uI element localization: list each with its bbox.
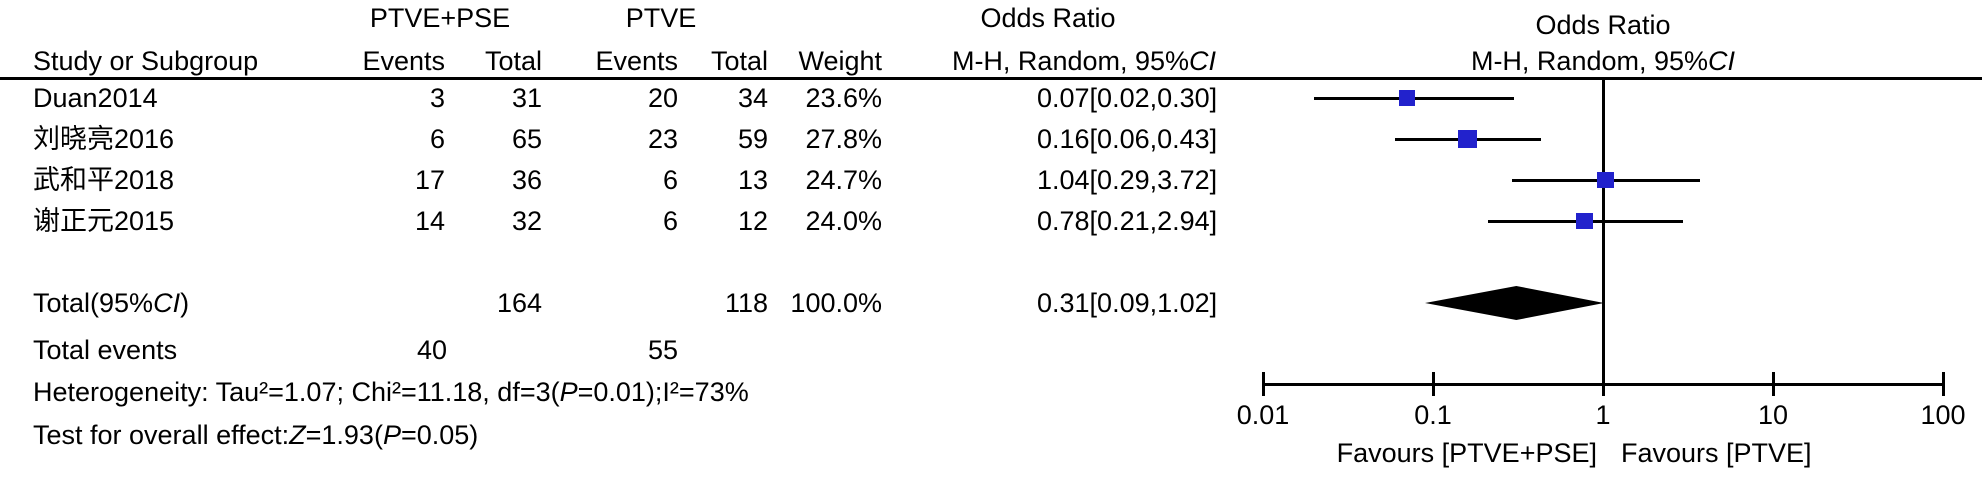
study-weight: 24.0%: [805, 206, 882, 236]
total-row-label: Total(95%CI): [33, 286, 189, 320]
axis-tick-label: 100: [1920, 400, 1966, 430]
study-or-ci: 0.78[0.21,2.94]: [1037, 206, 1218, 236]
study-total2: 59: [737, 124, 768, 154]
heterogeneity-text: Heterogeneity: Tau²=1.07; Chi²=11.18, df…: [33, 375, 749, 409]
axis-tick-label: 0.01: [1236, 400, 1290, 430]
italic-part: CI: [1708, 46, 1736, 76]
study-events1: 6: [429, 124, 445, 154]
text-part: Total(95%: [33, 288, 154, 318]
study-total2: 12: [737, 206, 768, 236]
text-part: M-H, Random, 95%: [951, 46, 1190, 76]
total-row-or: 0.31[0.09,1.02]: [1037, 288, 1218, 318]
text-part: ): [180, 288, 190, 318]
reference-line: [1602, 80, 1605, 386]
study-name: 武和平2018: [33, 165, 175, 195]
study-total1: 65: [511, 124, 542, 154]
study-name: Duan2014: [33, 83, 158, 113]
italic-part: Z: [289, 420, 306, 450]
odds-ratio-title-right: Odds Ratio: [1535, 10, 1671, 40]
total-events-group1: 40: [416, 335, 447, 365]
effect-square: [1458, 129, 1478, 149]
study-events2: 23: [647, 124, 678, 154]
total-row-weight: 100.0%: [790, 288, 882, 318]
axis-tick: [1601, 372, 1605, 396]
study-or-ci: 1.04[0.29,3.72]: [1037, 165, 1218, 195]
axis-tick: [1431, 372, 1435, 396]
favours-left-label: Favours [PTVE+PSE]: [1336, 438, 1597, 468]
study-events2: 6: [662, 206, 678, 236]
effect-square: [1398, 89, 1415, 107]
col-header-events2: Events: [595, 46, 678, 76]
italic-part: CI: [1189, 46, 1217, 76]
study-total2: 34: [737, 83, 768, 113]
axis-tick: [1941, 372, 1945, 396]
group2-header: PTVE: [625, 3, 697, 33]
col-header-total2: Total: [710, 46, 768, 76]
study-weight: 27.8%: [805, 124, 882, 154]
text-part: Test for overall effect:: [33, 420, 290, 450]
study-total2: 13: [737, 165, 768, 195]
favours-right-label: Favours [PTVE]: [1621, 438, 1812, 468]
italic-part: P: [382, 420, 401, 450]
text-part: =0.05): [400, 420, 479, 450]
col-header-study: Study or Subgroup: [33, 46, 259, 76]
study-total1: 32: [511, 206, 542, 236]
study-events2: 6: [662, 165, 678, 195]
study-or-ci: 0.16[0.06,0.43]: [1037, 124, 1218, 154]
text-part: M-H, Random, 95%: [1470, 46, 1709, 76]
study-weight: 23.6%: [805, 83, 882, 113]
col-header-weight: Weight: [798, 46, 882, 76]
study-name: 刘晓亮2016: [33, 124, 175, 154]
total-row-total1: 164: [496, 288, 542, 318]
axis-tick-label: 10: [1757, 400, 1789, 430]
odds-ratio-title-left: Odds Ratio: [980, 3, 1116, 33]
total-events-label: Total events: [33, 335, 178, 365]
col-header-method-right: M-H, Random, 95%CI: [1471, 44, 1735, 78]
study-total1: 31: [511, 83, 542, 113]
study-events1: 3: [429, 83, 445, 113]
italic-part: P: [559, 377, 578, 407]
italic-part: CI: [153, 288, 181, 318]
text-part: =0.01);I²=73%: [577, 377, 749, 407]
col-header-events1: Events: [362, 46, 445, 76]
group1-header: PTVE+PSE: [369, 3, 511, 33]
axis-tick-label: 0.1: [1414, 400, 1452, 430]
header-rule: [0, 77, 1982, 80]
axis-tick-label: 1: [1595, 400, 1611, 430]
study-or-ci: 0.07[0.02,0.30]: [1037, 83, 1218, 113]
total-events-group2: 55: [647, 335, 678, 365]
study-events2: 20: [647, 83, 678, 113]
text-part: =1.93(: [305, 420, 383, 450]
overall-effect-text: Test for overall effect:Z=1.93(P=0.05): [33, 418, 478, 452]
study-weight: 24.7%: [805, 165, 882, 195]
effect-square: [1576, 212, 1593, 230]
col-header-method-left: M-H, Random, 95%CI: [952, 44, 1216, 78]
study-total1: 36: [511, 165, 542, 195]
pooled-diamond: [1425, 286, 1605, 320]
total-row-total2: 118: [724, 288, 768, 318]
text-part: Heterogeneity: Tau²=1.07; Chi²=11.18, df…: [33, 377, 560, 407]
study-events1: 14: [414, 206, 445, 236]
axis-tick: [1771, 372, 1775, 396]
axis-tick: [1261, 372, 1265, 396]
study-name: 谢正元2015: [33, 206, 175, 236]
effect-square: [1597, 171, 1615, 189]
study-events1: 17: [414, 165, 445, 195]
col-header-total1: Total: [484, 46, 542, 76]
